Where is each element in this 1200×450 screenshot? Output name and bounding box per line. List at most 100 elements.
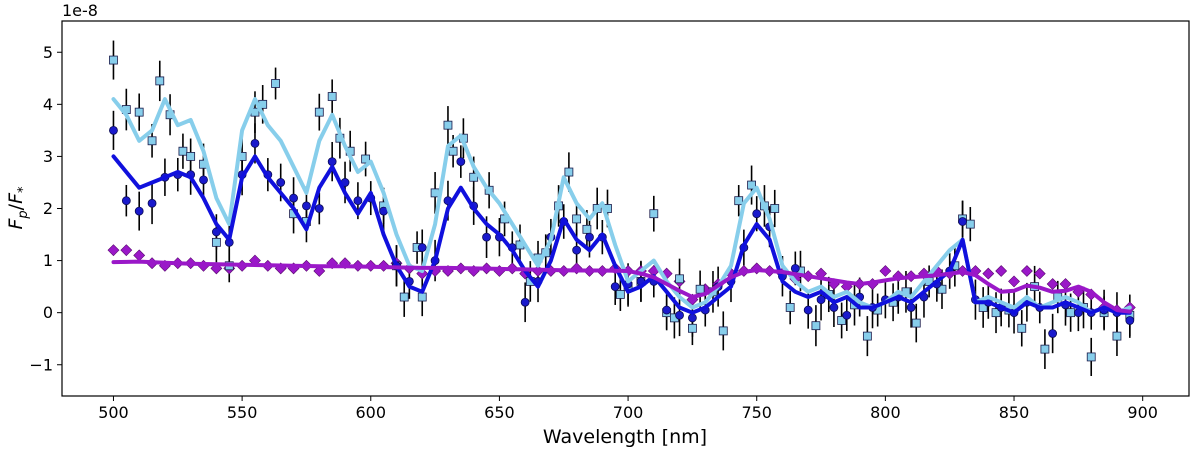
y-label-numerator: F [5, 218, 27, 230]
data-point-square [443, 120, 453, 130]
data-point-square [572, 214, 582, 224]
data-point-square [862, 331, 872, 341]
data-point-circle [572, 245, 582, 255]
data-point-diamond [995, 265, 1008, 277]
data-point-circle [147, 198, 157, 208]
data-point-circle [314, 204, 324, 213]
data-point-square [837, 316, 847, 325]
x-tick-label: 900 [1127, 403, 1158, 422]
y-tick-label: 5 [43, 43, 53, 62]
x-axis: 500 550 600 650 700 750 800 850 900 [98, 396, 1158, 422]
data-point-circle [842, 310, 852, 320]
data-point-square [178, 146, 188, 156]
data-point-square [211, 237, 221, 247]
data-point-diamond [1033, 267, 1046, 280]
data-point-circle [752, 209, 762, 219]
data-point-circle [289, 193, 298, 203]
data-point-square [785, 303, 795, 312]
data-point-square [1017, 323, 1027, 333]
data-point-circle [662, 305, 672, 315]
data-point-square [271, 79, 280, 88]
data-point-circle [482, 232, 491, 242]
data-point-circle [520, 297, 530, 307]
y-label-slash: / [5, 203, 27, 210]
data-point-circle [1048, 329, 1058, 338]
data-point-circle [276, 178, 286, 187]
data-point-square [417, 292, 427, 302]
data-point-circle [1125, 316, 1135, 325]
data-point-square [327, 92, 337, 101]
y-label-numerator-sub: p [16, 210, 31, 219]
y-axis-label: Fp/F* [5, 186, 31, 230]
data-point-circle [417, 243, 427, 252]
data-point-circle [906, 303, 916, 312]
x-tick-label: 750 [741, 403, 772, 422]
model-line [111, 154, 1132, 315]
data-point-square [718, 326, 728, 336]
data-point-circle [109, 125, 118, 135]
plot-layers [107, 40, 1136, 377]
data-point-diamond [133, 249, 146, 262]
data-point-square [965, 219, 975, 229]
y-label-denominator-sub: * [16, 186, 31, 193]
data-point-circle [456, 157, 466, 167]
x-tick-label: 500 [98, 403, 129, 422]
data-point-diamond [120, 244, 133, 257]
data-point-square [991, 308, 1001, 318]
data-point-circle [829, 303, 839, 312]
y-tick-label: −1 [29, 355, 53, 374]
data-point-circle [250, 138, 260, 148]
data-point-diamond [1020, 265, 1033, 277]
data-point-circle [327, 157, 337, 167]
data-point-square [147, 136, 157, 146]
x-tick-label: 800 [870, 403, 901, 422]
data-point-square [564, 167, 574, 177]
data-point-square [448, 146, 458, 156]
data-point-square [811, 321, 821, 331]
data-point-circle [687, 313, 697, 323]
data-point-circle [675, 310, 684, 320]
data-point-circle [958, 217, 967, 226]
data-point-square [314, 107, 324, 117]
data-point-square [770, 204, 780, 213]
data-point-square [134, 107, 144, 117]
data-point-square [649, 209, 659, 219]
data-point-square [1086, 352, 1096, 362]
data-point-square [911, 318, 921, 328]
x-tick-label: 600 [355, 403, 386, 422]
data-point-circle [585, 232, 594, 242]
y-label-denominator: F [5, 192, 27, 204]
data-point-diamond [1046, 278, 1059, 290]
data-point-circle [134, 206, 144, 216]
data-point-circle [199, 175, 208, 185]
model-line [111, 259, 1132, 314]
data-point-diamond [879, 265, 892, 277]
data-point-square [399, 292, 409, 302]
data-point-square [675, 274, 684, 284]
data-point-circle [816, 295, 826, 305]
data-point-square [582, 224, 592, 234]
y-axis: −1 0 1 2 3 4 5 [29, 43, 62, 374]
y-tick-label: 3 [43, 147, 53, 166]
plot-area [107, 40, 1136, 377]
y-tick-label: 4 [43, 95, 53, 114]
x-axis-label: Wavelength [nm] [543, 426, 707, 448]
data-point-circle [353, 196, 363, 206]
data-point-square [186, 152, 196, 161]
data-point-square [695, 284, 705, 294]
data-point-square [155, 76, 165, 86]
data-point-square [747, 180, 756, 190]
data-point-square [1040, 344, 1050, 354]
data-point-square [734, 196, 744, 206]
x-tick-label: 850 [999, 403, 1030, 422]
data-point-circle [121, 196, 131, 206]
y-offset-label: 1e-8 [62, 1, 98, 20]
data-point-square [687, 323, 697, 333]
data-point-circle [302, 201, 311, 211]
x-tick-label: 550 [227, 403, 258, 422]
data-point-square [1066, 308, 1076, 318]
x-tick-label: 650 [484, 403, 515, 422]
data-point-circle [803, 305, 813, 315]
y-tick-label: 2 [43, 199, 53, 218]
